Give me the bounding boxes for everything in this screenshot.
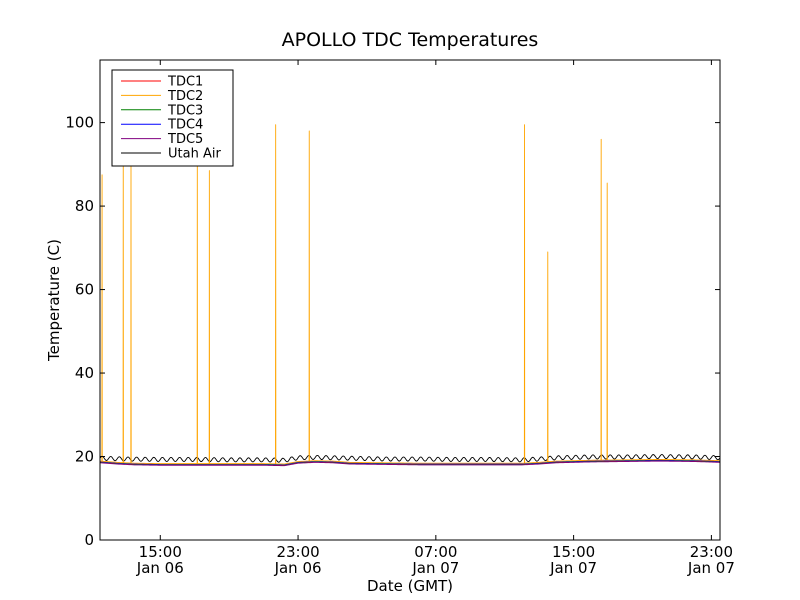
y-tick-label: 40 (75, 364, 94, 382)
x-axis-label: Date (GMT) (367, 577, 453, 595)
x-tick-label-date: Jan 07 (687, 559, 735, 577)
x-tick-label-time: 23:00 (690, 543, 733, 561)
y-tick-label: 100 (65, 114, 94, 132)
x-tick-label-time: 15:00 (552, 543, 595, 561)
legend-entry-tdc5: TDC5 (167, 132, 203, 147)
legend-entry-utah-air: Utah Air (168, 147, 221, 162)
y-tick-label: 60 (75, 281, 94, 299)
x-tick-label-date: Jan 07 (549, 559, 597, 577)
legend-box (111, 69, 234, 167)
y-tick-label: 0 (84, 531, 94, 549)
x-tick-label-time: 07:00 (414, 543, 457, 561)
y-axis-label: Temperature (C) (45, 239, 63, 362)
x-tick-label-time: 15:00 (139, 543, 182, 561)
y-tick-label: 80 (75, 197, 94, 215)
series-line-tdc5 (99, 460, 721, 467)
legend-entry-tdc2: TDC2 (167, 89, 203, 104)
x-tick-label-time: 23:00 (276, 543, 319, 561)
x-tick-label-date: Jan 06 (274, 559, 322, 577)
plot-frame (99, 59, 721, 541)
legend-entry-tdc1: TDC1 (167, 75, 203, 90)
series-line-utah-air (99, 454, 721, 463)
x-tick-label-date: Jan 06 (136, 559, 184, 577)
legend-entry-tdc4: TDC4 (167, 118, 203, 133)
y-tick-label: 20 (75, 448, 94, 466)
chart-title: APOLLO TDC Temperatures (282, 29, 539, 51)
x-tick-label-date: Jan 07 (411, 559, 459, 577)
legend-entry-tdc3: TDC3 (167, 103, 203, 118)
series-layer (99, 124, 721, 467)
series-line-tdc2 (99, 124, 721, 465)
